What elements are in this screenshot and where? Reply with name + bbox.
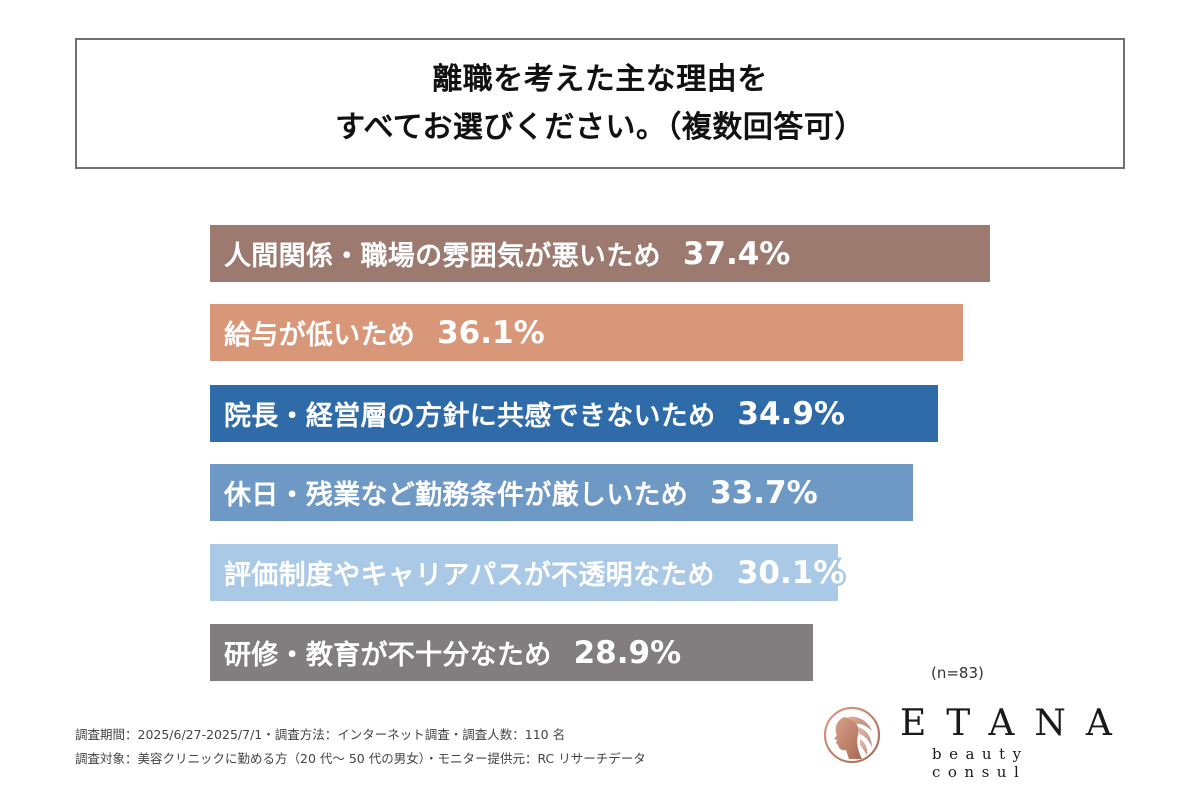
bar-label: 院長・経営層の方針に共感できないため bbox=[224, 401, 716, 432]
bar-label: 給与が低いため bbox=[224, 320, 416, 351]
bar-6 bbox=[210, 624, 813, 681]
logo-name: ETANA bbox=[900, 703, 1132, 744]
bar-label: 研修・教育が不十分なため bbox=[224, 640, 552, 671]
chart-title-line-2: すべてお選びください。（複数回答可） bbox=[335, 109, 865, 145]
sample-size-label: (n=83) bbox=[931, 664, 984, 682]
survey-footnote-2: 調査対象：美容クリニックに勤める方（20 代～ 50 代の男女）・モニター提供元… bbox=[75, 751, 646, 766]
bar-label: 人間関係・職場の雰囲気が悪いため bbox=[224, 241, 661, 272]
bar-label: 評価制度やキャリアパスが不透明なため bbox=[224, 560, 715, 591]
bar-value: 33.7% bbox=[708, 472, 821, 513]
logo-subtitle: beauty consul bbox=[932, 745, 1029, 781]
bar-row-5: 評価制度やキャリアパスが不透明なため 30.1% bbox=[210, 544, 847, 601]
bar-3 bbox=[210, 385, 938, 442]
bar-value: 28.9% bbox=[573, 634, 682, 671]
bar-label: 休日・残業など勤務条件が厳しいため bbox=[224, 480, 689, 511]
bar-1 bbox=[210, 225, 990, 282]
bar-value: 30.1% bbox=[734, 552, 847, 593]
bar-5 bbox=[210, 544, 838, 601]
survey-footnote-1: 調査期間：2025/6/27-2025/7/1・調査方法：インターネット調査・調… bbox=[75, 727, 566, 742]
bar-row-4: 休日・残業など勤務条件が厳しいため 33.7% bbox=[210, 464, 913, 521]
bar-row-3: 院長・経営層の方針に共感できないため 34.9% bbox=[210, 385, 938, 442]
bar-row-2: 給与が低いため 36.1% bbox=[210, 304, 963, 361]
bar-2 bbox=[210, 304, 963, 361]
bar-value: 37.4% bbox=[682, 235, 791, 272]
etana-logo: ETANA beauty consul bbox=[820, 703, 1132, 781]
woman-profile-icon bbox=[823, 706, 881, 764]
bar-row-6: 研修・教育が不十分なため 28.9% bbox=[210, 624, 813, 681]
bar-value: 36.1% bbox=[437, 314, 545, 351]
bar-4 bbox=[210, 464, 913, 521]
bar-row-1: 人間関係・職場の雰囲気が悪いため 37.4% bbox=[210, 225, 990, 282]
chart-title-line-1: 離職を考えた主な理由を bbox=[432, 61, 768, 97]
bar-value: 34.9% bbox=[735, 393, 848, 434]
chart-title-box: 離職を考えた主な理由を すべてお選びください。（複数回答可） bbox=[75, 38, 1125, 169]
